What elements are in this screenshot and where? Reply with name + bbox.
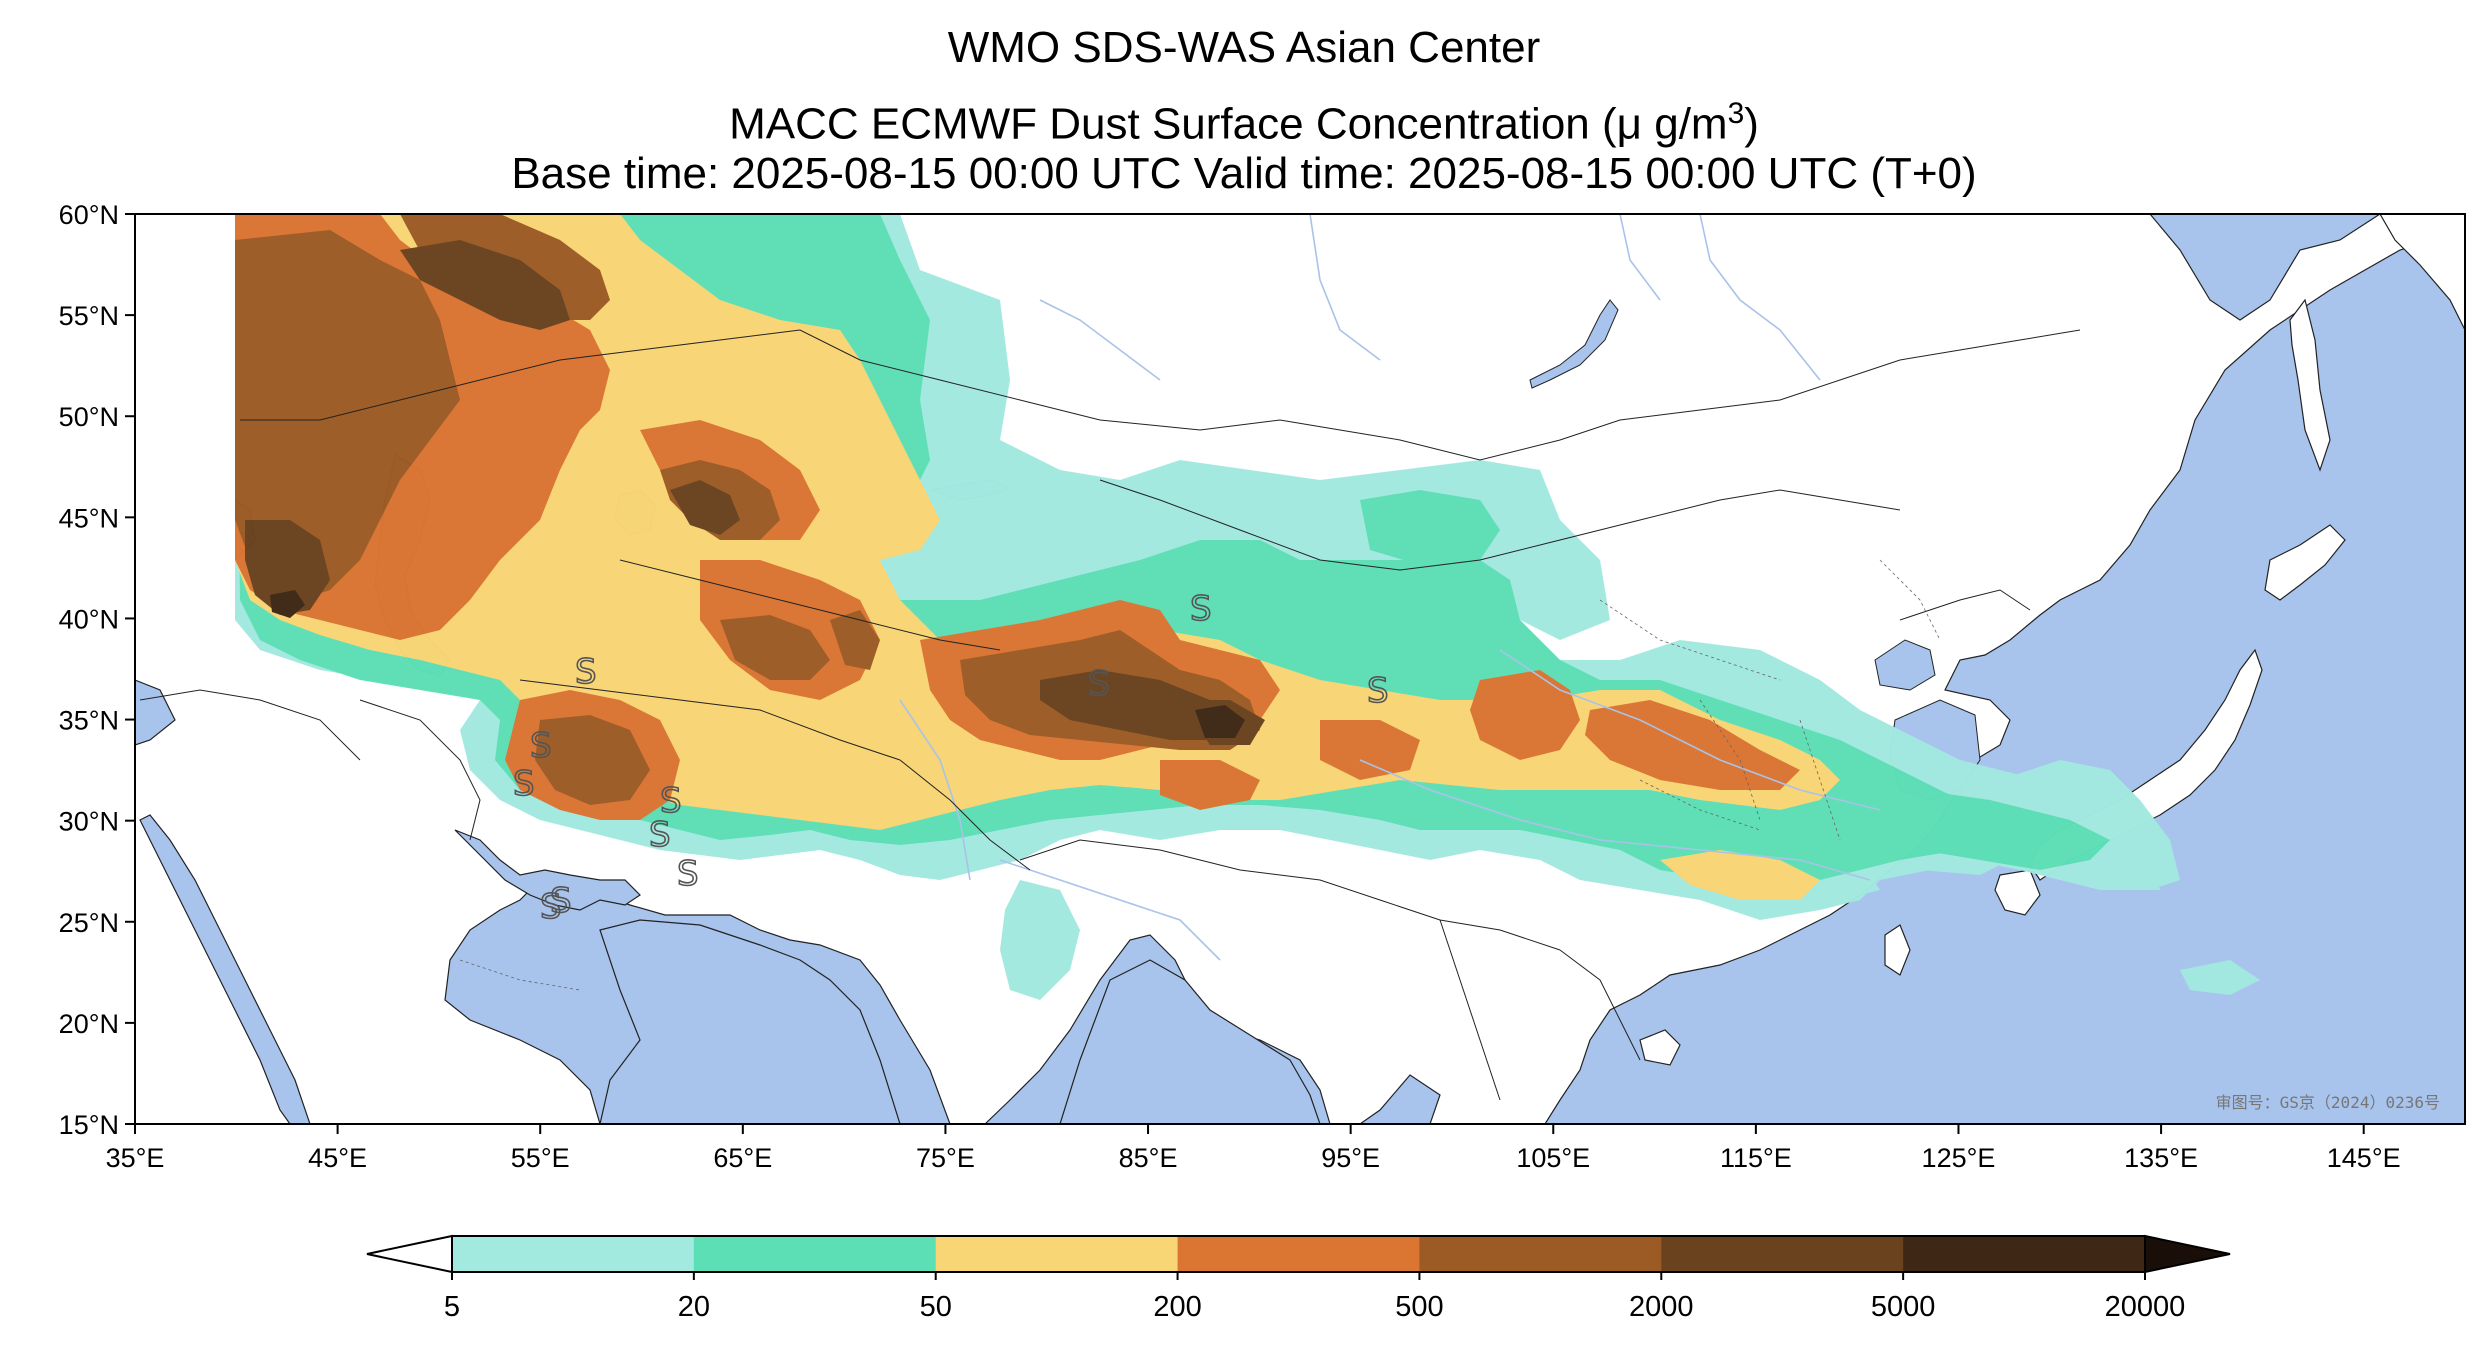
title-unit: μ g/m: [1616, 99, 1728, 149]
title-line-1: WMO SDS-WAS Asian Center: [947, 23, 1541, 72]
arabian-sea: [599, 919, 901, 1124]
lat-tick-label: 55°N: [59, 301, 119, 331]
lon-tick-label: 85°E: [1119, 1143, 1178, 1173]
lon-tick-label: 145°E: [2327, 1143, 2401, 1173]
title-main: MACC ECMWF Dust Surface Concentration (: [729, 99, 1617, 149]
sandstorm-markers: S S S S S S S S S S S: [512, 588, 1389, 928]
colorbar-segment: [693, 1236, 937, 1272]
map-frame: [134, 213, 2466, 1125]
sandstorm-marker: S: [1190, 589, 1212, 629]
colorbar-tick-label: 500: [1395, 1291, 1443, 1323]
lon-tick-label: 35°E: [106, 1143, 165, 1173]
colorbar: 5 20 50 200 500 2000 5000 20000: [366, 1234, 2231, 1323]
mediterranean: [135, 679, 176, 746]
colorbar-segment: [1419, 1236, 1662, 1272]
colorbar-tick-label: 5: [444, 1291, 460, 1323]
colorbar-over-arrow: [2144, 1234, 2231, 1274]
colorbar-tick-label: 200: [1153, 1291, 1201, 1323]
lon-tick-label: 135°E: [2124, 1143, 2198, 1173]
title-line-2: MACC ECMWF Dust Surface Concentration (μ…: [0, 88, 2488, 151]
dust-contours: [235, 214, 2260, 1000]
lat-tick-label: 25°N: [59, 908, 119, 938]
red-sea: [139, 814, 311, 1124]
bohai-sea: [1874, 639, 1936, 691]
sandstorm-marker: S: [575, 652, 597, 692]
bay-of-bengal: [1059, 959, 1321, 1124]
persian-gulf: [454, 829, 641, 911]
hainan: [1639, 1029, 1681, 1066]
axis-ticks: 35°E 45°E 55°E 65°E 75°E 85°E 95°E 105°E 115°E 12…: [59, 200, 2401, 1173]
lat-tick-label: 45°N: [59, 503, 119, 533]
lon-tick-label: 125°E: [1922, 1143, 1996, 1173]
colorbar-segment: [452, 1236, 695, 1272]
country-borders: [139, 329, 2081, 1101]
lat-tick-label: 30°N: [59, 807, 119, 837]
colorbar-tick-label: 20: [678, 1291, 710, 1323]
title-line-3: Base time: 2025-08-15 00:00 UTC Valid ti…: [511, 149, 1977, 198]
sandstorm-marker: S: [550, 881, 572, 921]
title-close: ): [1744, 99, 1759, 149]
title-unit-superscript: 3: [1727, 97, 1745, 130]
lon-tick-label: 115°E: [1720, 1143, 1792, 1173]
lat-tick-label: 20°N: [59, 1009, 119, 1039]
sandstorm-marker: S: [1367, 671, 1389, 711]
lon-tick-label: 65°E: [713, 1143, 772, 1173]
sandstorm-marker: S: [677, 854, 699, 894]
sandstorm-marker: S: [540, 887, 562, 927]
lon-tick-label: 95°E: [1321, 1143, 1380, 1173]
colorbar-tick-label: 20000: [2105, 1291, 2186, 1323]
sandstorm-marker: S: [530, 726, 552, 766]
colorbar-tick-label: 50: [920, 1291, 952, 1323]
province-borders: [459, 559, 1941, 991]
colorbar-segment: [1661, 1236, 1904, 1272]
colorbar-tick-label: 5000: [1871, 1291, 1936, 1323]
lon-tick-label: 45°E: [308, 1143, 367, 1173]
contour-level-50: [235, 214, 1840, 900]
lon-tick-label: 105°E: [1516, 1143, 1590, 1173]
map-area: S S S S S S S S S S S 审图号：GS京（2024）0236号: [135, 214, 2465, 1124]
colorbar-frame: [451, 1235, 2146, 1273]
lat-tick-label: 60°N: [59, 200, 119, 230]
colorbar-segment: [1903, 1236, 2146, 1272]
kamchatka-coast: [2379, 214, 2465, 331]
sakhalin: [2289, 298, 2331, 472]
sandstorm-marker: S: [660, 781, 682, 821]
sandstorm-marker: S: [1088, 664, 1110, 704]
colorbar-segment: [935, 1236, 1179, 1272]
rivers: [899, 214, 1881, 961]
lat-tick-label: 40°N: [59, 604, 119, 634]
japan-hokkaido: [2264, 524, 2346, 601]
lake-baikal: [1529, 299, 1619, 389]
sandstorm-marker: S: [649, 815, 671, 855]
lon-tick-label: 75°E: [916, 1143, 975, 1173]
lat-tick-label: 50°N: [59, 402, 119, 432]
map-approval-number: 审图号：GS京（2024）0236号: [2216, 1093, 2440, 1112]
colorbar-under-arrow: [366, 1234, 453, 1274]
sandstorm-marker: S: [513, 764, 535, 804]
lat-tick-label: 35°N: [59, 706, 119, 736]
lon-tick-label: 55°E: [511, 1143, 570, 1173]
contour-level-2000: [245, 240, 1265, 745]
contour-level-5000: [270, 590, 1245, 738]
colorbar-segment: [1177, 1236, 1420, 1272]
lat-tick-label: 15°N: [59, 1110, 119, 1140]
taiwan: [1884, 924, 1911, 976]
colorbar-tick-label: 2000: [1629, 1291, 1694, 1323]
no-data-strip: [135, 214, 235, 674]
